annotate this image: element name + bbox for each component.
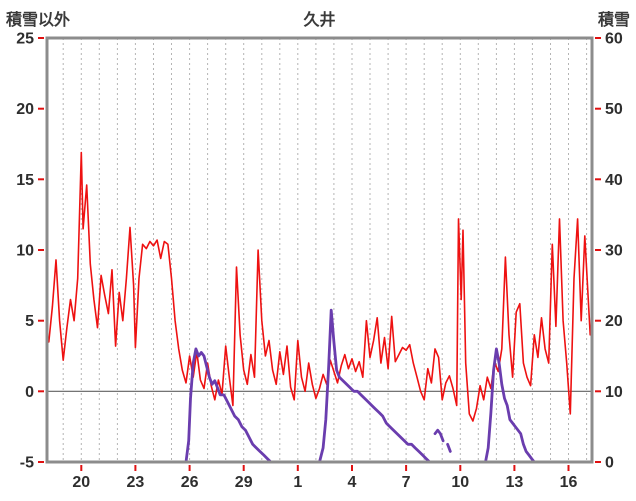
x-tick-label: 4: [348, 474, 357, 491]
x-tick-label: 16: [560, 474, 578, 491]
right-tick-label: 10: [605, 384, 623, 401]
x-tick-label: 20: [72, 474, 90, 491]
left-tick-label: 5: [25, 313, 34, 330]
right-axis-title: 積雪: [597, 12, 630, 29]
temperature-line: [48, 151, 591, 422]
right-tick-label: 30: [605, 243, 623, 260]
right-tick-label: 40: [605, 172, 623, 189]
x-tick-label: 7: [402, 474, 411, 491]
right-tick-label: 0: [605, 455, 614, 472]
right-tick-label: 20: [605, 313, 623, 330]
left-axis-title: 積雪以外: [6, 12, 71, 29]
x-tick-label: 26: [181, 474, 199, 491]
x-tick-label: 1: [293, 474, 302, 491]
left-tick-label: 0: [25, 384, 34, 401]
left-tick-label: -5: [20, 455, 34, 472]
plot-frame: [45, 36, 594, 464]
left-tick-label: 15: [16, 172, 34, 189]
x-tick-label: 13: [506, 474, 524, 491]
right-tick-label: 50: [605, 101, 623, 118]
x-tick-label: 10: [451, 474, 469, 491]
snow-depth-line: [45, 308, 594, 464]
series-layer: [45, 151, 594, 464]
left-tick-label: 10: [16, 243, 34, 260]
left-tick-label: 20: [16, 101, 34, 118]
right-tick-label: 60: [605, 31, 623, 48]
x-tick-label: 23: [127, 474, 145, 491]
left-tick-label: 25: [16, 31, 34, 48]
grid-layer: [62, 38, 588, 462]
chart-title: 久井: [303, 12, 336, 29]
x-tick-label: 29: [235, 474, 253, 491]
